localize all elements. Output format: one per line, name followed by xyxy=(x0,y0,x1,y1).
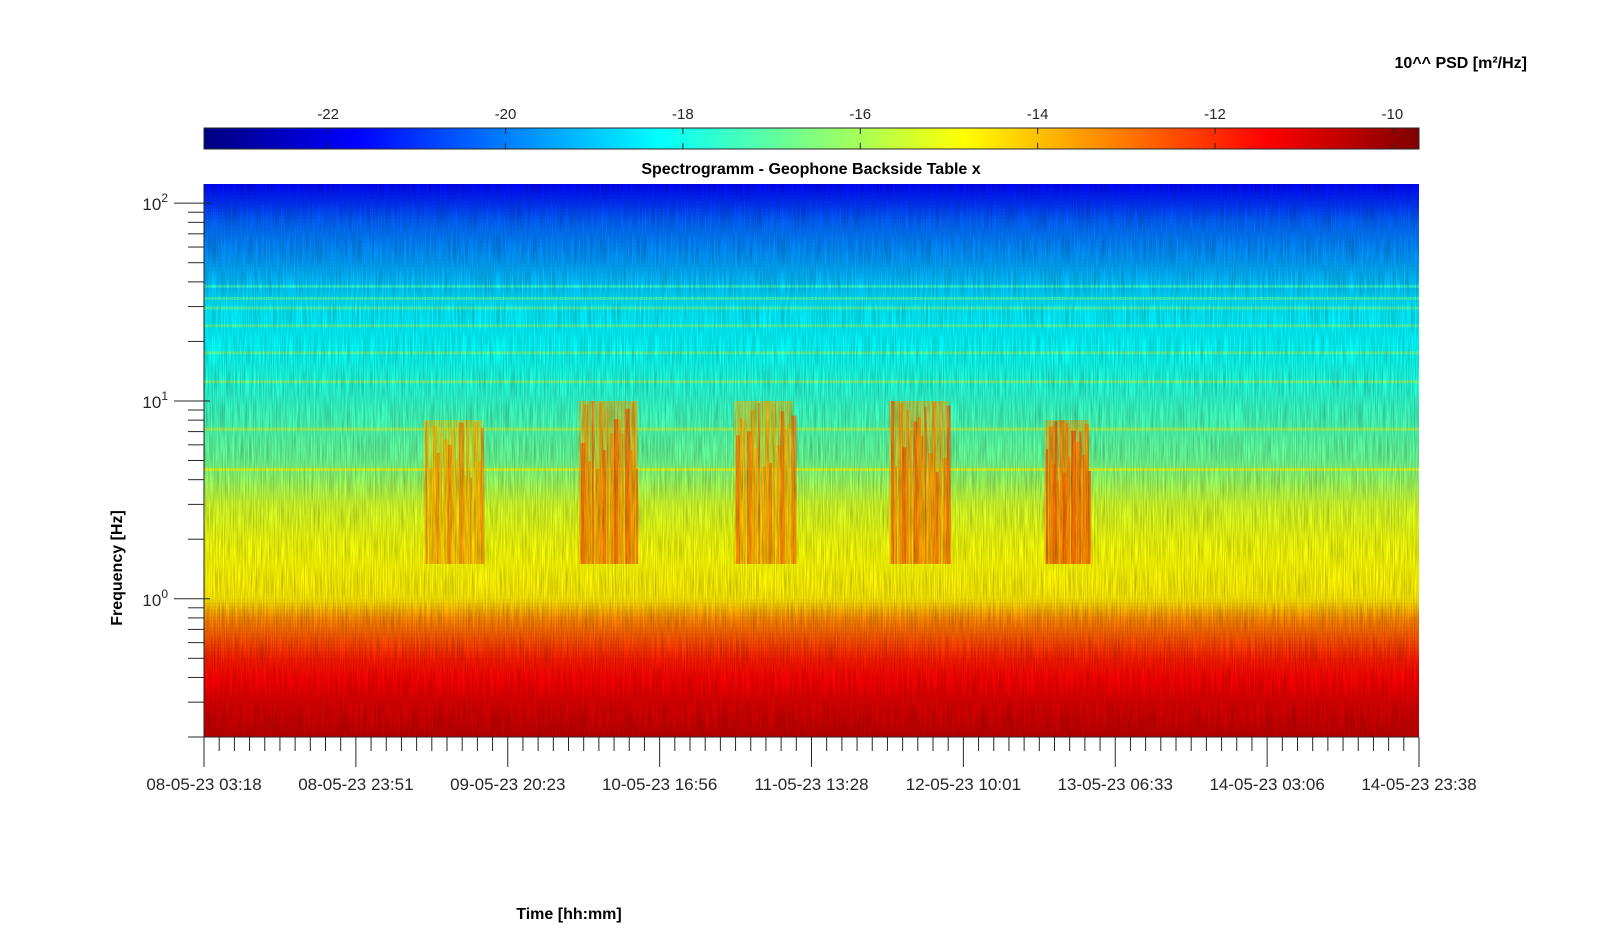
x-tick-label: 13-05-23 06:33 xyxy=(1058,775,1173,794)
x-tick-label: 08-05-23 03:18 xyxy=(146,775,261,794)
x-axis: 08-05-23 03:18 08-05-23 23:51 09-05-23 20:… xyxy=(146,736,1477,794)
spectrogram-texture xyxy=(204,184,1419,737)
colorbar-tick-label: -10 xyxy=(1382,106,1404,123)
x-tick-label: 12-05-23 10:01 xyxy=(906,775,1021,794)
colorbar-gradient xyxy=(203,127,1420,150)
y-axis: 100 101 102 xyxy=(142,184,210,738)
colorbar-ticks: -22 -20 -18 -16 -14 -12 -10 xyxy=(317,106,1403,149)
colorbar-label: 10^^ PSD [m²/Hz] xyxy=(1395,55,1527,72)
colorbar-tick-label: -18 xyxy=(672,106,694,123)
y-tick-label: 100 xyxy=(142,587,168,610)
y-tick-label: 101 xyxy=(142,389,168,412)
y-tick-label: 102 xyxy=(142,191,168,214)
colorbar-tick-label: -16 xyxy=(849,106,871,123)
x-tick-label: 10-05-23 16:56 xyxy=(602,775,717,794)
spectrogram-heatmap xyxy=(204,184,1419,737)
x-tick-label: 11-05-23 13:28 xyxy=(754,775,868,794)
x-tick-label: 08-05-23 23:51 xyxy=(298,775,413,794)
x-axis-label: Time [hh:mm] xyxy=(516,906,621,923)
x-tick-label: 09-05-23 20:23 xyxy=(450,775,565,794)
colorbar-tick-label: -22 xyxy=(317,106,339,123)
x-tick-label: 14-05-23 03:06 xyxy=(1209,775,1324,794)
x-tick-label: 14-05-23 23:38 xyxy=(1361,775,1476,794)
colorbar: 10^^ PSD [m²/Hz] -22 -20 -18 -16 -14 -12 -10 xyxy=(203,55,1527,150)
colorbar-tick-label: -14 xyxy=(1027,106,1049,123)
y-axis-label: Frequency [Hz] xyxy=(109,510,126,626)
chart-title: Spectrogramm - Geophone Backside Table x xyxy=(641,161,980,178)
colorbar-tick-label: -20 xyxy=(495,106,517,123)
colorbar-tick-label: -12 xyxy=(1204,106,1226,123)
